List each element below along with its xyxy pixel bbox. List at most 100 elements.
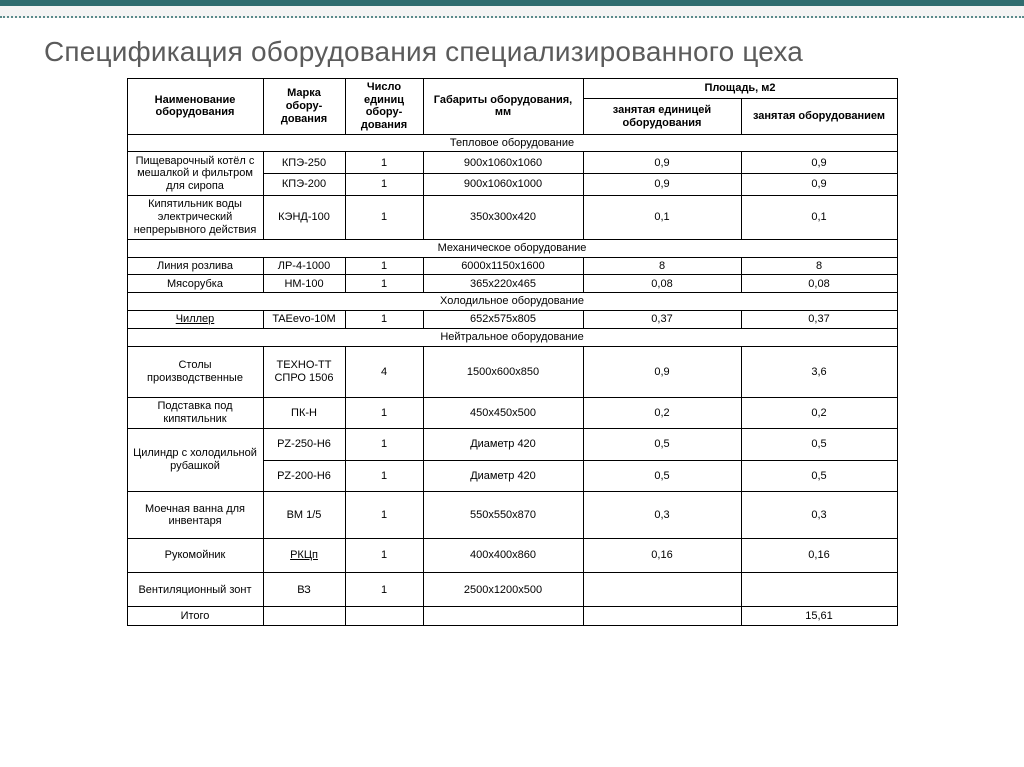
cell-a1: 0,08 <box>583 275 741 293</box>
cell-name: Моечная ванна для инвентаря <box>127 492 263 539</box>
cell-dims: 900х1060х1000 <box>423 174 583 196</box>
cell-a2: 0,1 <box>741 196 897 240</box>
cell-empty <box>345 607 423 625</box>
cell-a1: 0,9 <box>583 347 741 398</box>
cell-units: 4 <box>345 347 423 398</box>
cell-name: Кипятильник воды электрический непрерывн… <box>127 196 263 240</box>
section-row: Нейтральное оборудование <box>127 329 897 347</box>
th-area-group: Площадь, м2 <box>583 79 897 99</box>
cell-a2: 8 <box>741 257 897 275</box>
table-row: Моечная ванна для инвентаря ВМ 1/5 1 550… <box>127 492 897 539</box>
page-title: Спецификация оборудования специализирова… <box>44 36 980 68</box>
header-row-1: Наименование оборудования Марка обору-до… <box>127 79 897 99</box>
cell-name: Мясорубка <box>127 275 263 293</box>
cell-dims: 450х450х500 <box>423 398 583 429</box>
cell-brand: НМ-100 <box>263 275 345 293</box>
total-value: 15,61 <box>741 607 897 625</box>
cell-dims: 400х400х860 <box>423 539 583 573</box>
cell-a1: 0,9 <box>583 174 741 196</box>
table-row: Линия розлива ЛР-4-1000 1 6000х1150х1600… <box>127 257 897 275</box>
cell-units: 1 <box>345 428 423 460</box>
cell-empty <box>263 607 345 625</box>
cell-a2: 3,6 <box>741 347 897 398</box>
cell-brand: ВЗ <box>263 573 345 607</box>
cell-a2: 0,37 <box>741 311 897 329</box>
table-row: Столы производственные ТЕХНО-ТТ СПРО 150… <box>127 347 897 398</box>
cell-a2: 0,2 <box>741 398 897 429</box>
cell-dims: 1500х600х850 <box>423 347 583 398</box>
table-wrapper: Наименование оборудования Марка обору-до… <box>44 78 980 618</box>
table-row: Кипятильник воды электрический непрерывн… <box>127 196 897 240</box>
table-body: Тепловое оборудование Пищеварочный котёл… <box>127 134 897 625</box>
cell-units: 1 <box>345 152 423 174</box>
cell-a1: 8 <box>583 257 741 275</box>
cell-units: 1 <box>345 539 423 573</box>
cell-dims: 652х575х805 <box>423 311 583 329</box>
table-row: Чиллер TAEevo-10M 1 652х575х805 0,37 0,3… <box>127 311 897 329</box>
th-area-unit: занятая единицей оборудования <box>583 99 741 134</box>
cell-dims: 2500х1200х500 <box>423 573 583 607</box>
cell-a2 <box>741 573 897 607</box>
th-dims: Габариты оборудования, мм <box>423 79 583 135</box>
cell-brand: КПЭ-250 <box>263 152 345 174</box>
cell-units: 1 <box>345 275 423 293</box>
cell-units: 1 <box>345 460 423 492</box>
cell-a1: 0,5 <box>583 428 741 460</box>
cell-dims: 6000х1150х1600 <box>423 257 583 275</box>
cell-units: 1 <box>345 398 423 429</box>
slide-accent-bar <box>0 0 1024 18</box>
table-row: Мясорубка НМ-100 1 365х220х465 0,08 0,08 <box>127 275 897 293</box>
cell-dims: Диаметр 420 <box>423 460 583 492</box>
cell-name: Линия розлива <box>127 257 263 275</box>
cell-dims: 350х300х420 <box>423 196 583 240</box>
section-label: Нейтральное оборудование <box>127 329 897 347</box>
cell-empty <box>423 607 583 625</box>
cell-dims: 365х220х465 <box>423 275 583 293</box>
cell-a1: 0,9 <box>583 152 741 174</box>
cell-brand: PZ-250-H6 <box>263 428 345 460</box>
cell-brand: КЭНД-100 <box>263 196 345 240</box>
spec-table: Наименование оборудования Марка обору-до… <box>127 78 898 626</box>
cell-a2: 0,5 <box>741 460 897 492</box>
section-label: Механическое оборудование <box>127 239 897 257</box>
cell-a2: 0,3 <box>741 492 897 539</box>
th-units: Число единиц обору-дования <box>345 79 423 135</box>
cell-units: 1 <box>345 311 423 329</box>
th-name: Наименование оборудования <box>127 79 263 135</box>
total-row: Итого 15,61 <box>127 607 897 625</box>
cell-brand: РКЦп <box>263 539 345 573</box>
section-row: Механическое оборудование <box>127 239 897 257</box>
cell-a2: 0,9 <box>741 152 897 174</box>
cell-name: Чиллер <box>127 311 263 329</box>
cell-dims: Диаметр 420 <box>423 428 583 460</box>
cell-name: Столы производственные <box>127 347 263 398</box>
cell-a2: 0,16 <box>741 539 897 573</box>
table-row: Пищеварочный котёл с мешалкой и фильтром… <box>127 152 897 174</box>
cell-name: Подставка под кипятильник <box>127 398 263 429</box>
th-area-total: занятая оборудованием <box>741 99 897 134</box>
section-row: Тепловое оборудование <box>127 134 897 152</box>
cell-a1: 0,16 <box>583 539 741 573</box>
table-head: Наименование оборудования Марка обору-до… <box>127 79 897 135</box>
table-row: Подставка под кипятильник ПК-Н 1 450х450… <box>127 398 897 429</box>
cell-a1: 0,2 <box>583 398 741 429</box>
table-row: Рукомойник РКЦп 1 400х400х860 0,16 0,16 <box>127 539 897 573</box>
section-label: Тепловое оборудование <box>127 134 897 152</box>
section-label: Холодильное оборудование <box>127 293 897 311</box>
total-label: Итого <box>127 607 263 625</box>
cell-brand: ПК-Н <box>263 398 345 429</box>
cell-name: Пищеварочный котёл с мешалкой и фильтром… <box>127 152 263 196</box>
cell-dims: 900х1060х1060 <box>423 152 583 174</box>
cell-a1: 0,1 <box>583 196 741 240</box>
table-row: Цилиндр с холодильной рубашкой PZ-250-H6… <box>127 428 897 460</box>
cell-name: Цилиндр с холодильной рубашкой <box>127 428 263 491</box>
cell-brand: ВМ 1/5 <box>263 492 345 539</box>
cell-a1: 0,37 <box>583 311 741 329</box>
cell-brand: TAEevo-10M <box>263 311 345 329</box>
cell-brand: КПЭ-200 <box>263 174 345 196</box>
table-row: Вентиляционный зонт ВЗ 1 2500х1200х500 <box>127 573 897 607</box>
cell-empty <box>583 607 741 625</box>
cell-units: 1 <box>345 257 423 275</box>
cell-a2: 0,9 <box>741 174 897 196</box>
th-brand: Марка обору-дования <box>263 79 345 135</box>
